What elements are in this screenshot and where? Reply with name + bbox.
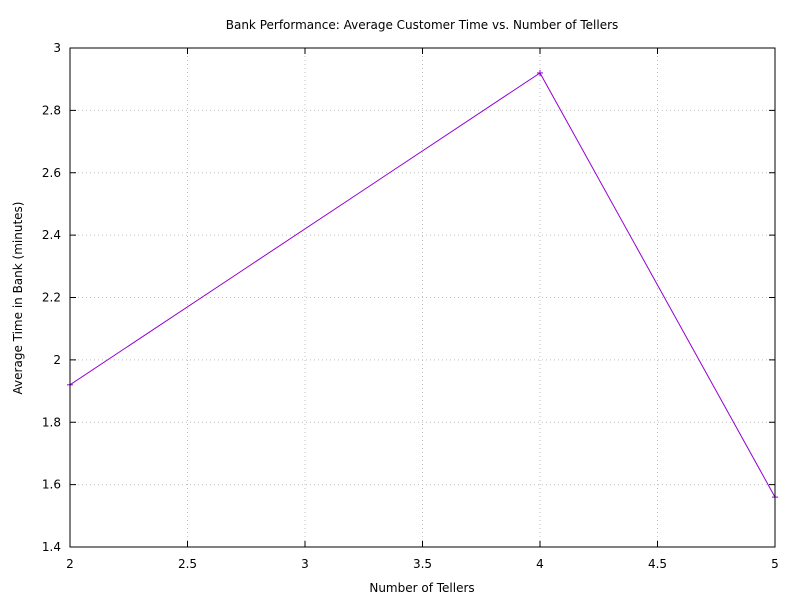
- y-tick-label: 1.6: [42, 478, 61, 492]
- y-tick-label: 1.8: [42, 415, 61, 429]
- y-tick-label: 2.4: [42, 228, 61, 242]
- x-axis-tick-labels: 2 2.5 3 3.5 4 4.5 5: [66, 557, 779, 571]
- chart-title: Bank Performance: Average Customer Time …: [226, 18, 619, 32]
- x-tick-label: 5: [771, 557, 779, 571]
- x-tick-label: 3.5: [413, 557, 432, 571]
- x-tick-label: 4.5: [648, 557, 667, 571]
- y-tick-label: 2.8: [42, 103, 61, 117]
- x-tick-label: 2.5: [178, 557, 197, 571]
- y-tick-label: 1.4: [42, 540, 61, 554]
- y-tick-label: 2.2: [42, 291, 61, 305]
- y-tick-label: 2: [53, 353, 61, 367]
- x-tick-label: 2: [66, 557, 74, 571]
- y-tick-label: 2.6: [42, 166, 61, 180]
- x-tick-label: 4: [536, 557, 544, 571]
- x-axis-label: Number of Tellers: [369, 581, 474, 595]
- y-axis-tick-labels: 1.4 1.6 1.8 2 2.2 2.4 2.6 2.8 3: [42, 41, 61, 554]
- y-axis-label: Average Time in Bank (minutes): [11, 202, 25, 395]
- data-point-marker: [537, 69, 543, 76]
- x-tick-label: 3: [301, 557, 309, 571]
- y-tick-label: 3: [53, 41, 61, 55]
- plot-frame: [69, 47, 776, 548]
